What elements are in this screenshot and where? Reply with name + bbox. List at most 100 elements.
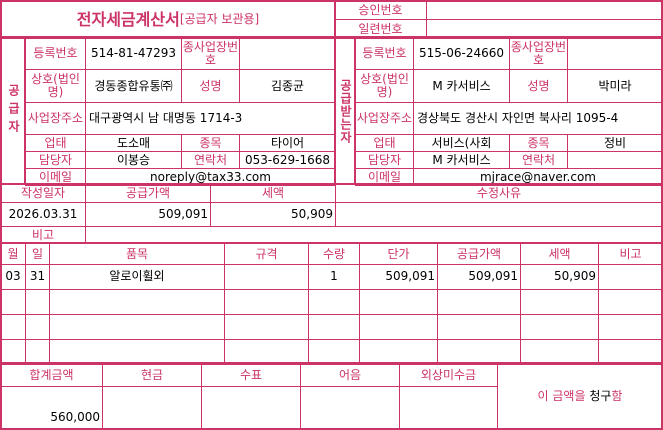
cash-label: 현금: [102, 363, 202, 387]
item-row-2-tax: [520, 314, 599, 340]
item-row-0-supply: 509,091: [437, 264, 521, 290]
claim-message-pre: 이 금액을: [537, 389, 590, 403]
items-header-tax: 세액: [520, 243, 599, 265]
item-row-1-note: [598, 289, 663, 315]
supplier-name: 김종균: [239, 69, 336, 103]
check-label: 수표: [201, 363, 301, 387]
supplier-contact: 이봉승: [85, 151, 182, 169]
supply-amount: 509,091: [85, 202, 211, 227]
supplier-item: 타이어: [239, 134, 336, 152]
reason-label: 수정사유: [335, 183, 663, 203]
receiver-company: M 카서비스: [413, 69, 510, 103]
receiver-biztype: 서비스(사회: [413, 134, 510, 152]
item-row-0-spec: [224, 264, 309, 290]
bill-amount: [300, 386, 400, 430]
receiver-phone-label: 연락처: [509, 151, 568, 169]
item-row-0-unit_price: 509,091: [359, 264, 438, 290]
items-header-supply: 공급가액: [437, 243, 521, 265]
item-row-2-spec: [224, 314, 309, 340]
item-row-0-day: 31: [25, 264, 50, 290]
supplier-section-label: 공급자: [0, 37, 26, 185]
item-row-2-name: [49, 314, 225, 340]
credit-amount: [399, 386, 498, 430]
item-row-1-tax: [520, 289, 599, 315]
supplier-contact-label: 담당자: [25, 151, 86, 169]
item-row-1-month: [0, 289, 26, 315]
item-row-1-spec: [224, 289, 309, 315]
receiver-phone: [567, 151, 663, 169]
supplier-phone-label: 연락처: [181, 151, 240, 169]
divider: [0, 183, 663, 185]
receiver-company-label: 상호(법인명): [355, 69, 414, 103]
receiver-biztype-label: 업태: [355, 134, 414, 152]
items-header-unit_price: 단가: [359, 243, 438, 265]
tax-amount: 50,909: [210, 202, 336, 227]
tax-label: 세액: [210, 183, 336, 203]
approval-label: 승인번호: [334, 0, 427, 20]
title-text: 전자세금계산서: [76, 10, 180, 29]
item-row-1-day: [25, 289, 50, 315]
items-header-note: 비고: [598, 243, 663, 265]
divider: [354, 37, 356, 185]
receiver-name: 박미라: [567, 69, 663, 103]
supplier-biztype-label: 업태: [25, 134, 86, 152]
items-header-qty: 수량: [308, 243, 360, 265]
supplier-biztype: 도소매: [85, 134, 182, 152]
cash-amount: [102, 386, 202, 430]
item-row-0-qty: 1: [308, 264, 360, 290]
item-row-1-qty: [308, 289, 360, 315]
item-row-2-month: [0, 314, 26, 340]
items-header-spec: 규격: [224, 243, 309, 265]
item-row-2-note: [598, 314, 663, 340]
supplier-item-label: 종목: [181, 134, 240, 152]
total-label: 합계금액: [0, 363, 103, 387]
receiver-subbiz-label: 종사업장번호: [509, 37, 568, 70]
reason-value: [335, 202, 663, 227]
supplier-reg-no: 514-81-47293: [85, 37, 182, 70]
divider: [0, 36, 663, 38]
supplier-phone: 053-629-1668: [239, 151, 336, 169]
item-row-0-note: [598, 264, 663, 290]
date-label: 작성일자: [0, 183, 86, 203]
items-header-month: 월: [0, 243, 26, 265]
receiver-contact-label: 담당자: [355, 151, 414, 169]
item-row-0-tax: 50,909: [520, 264, 599, 290]
issue-date: 2026.03.31: [0, 202, 86, 227]
items-header-day: 일: [25, 243, 50, 265]
supplier-company: 경동종합유통㈜: [85, 69, 182, 103]
receiver-item-label: 종목: [509, 134, 568, 152]
supplier-address: 대구광역시 남 대명동 1714-3: [85, 102, 336, 135]
item-row-2-day: [25, 314, 50, 340]
total-amount: 560,000: [0, 386, 103, 430]
item-row-2-unit_price: [359, 314, 438, 340]
subtitle-text: [공급자 보관용]: [179, 12, 260, 26]
receiver-address-label: 사업장주소: [355, 102, 414, 135]
supplier-name-label: 성명: [181, 69, 240, 103]
item-row-2-qty: [308, 314, 360, 340]
claim-message-post: 함: [611, 389, 623, 403]
supply-label: 공급가액: [85, 183, 211, 203]
supplier-section-text: 공급자: [6, 84, 21, 138]
receiver-address: 경상북도 경산시 자인면 북사리 1095-4: [413, 102, 663, 135]
item-row-0-name: 알로이휠외: [49, 264, 225, 290]
supplier-address-label: 사업장주소: [25, 102, 86, 135]
receiver-section-label: 공급받는자: [334, 37, 356, 185]
item-row-1-unit_price: [359, 289, 438, 315]
receiver-item: 정비: [567, 134, 663, 152]
claim-message: 이 금액을 청구 함: [497, 363, 663, 430]
item-row-1-supply: [437, 289, 521, 315]
claim-message-highlight: 청구: [589, 389, 612, 403]
items-header-name: 품목: [49, 243, 225, 265]
divider: [24, 37, 26, 185]
item-row-0-month: 03: [0, 264, 26, 290]
invoice-title: 전자세금계산서 [공급자 보관용]: [0, 0, 336, 39]
item-row-2-supply: [437, 314, 521, 340]
receiver-reg-label: 등록번호: [355, 37, 414, 70]
check-amount: [201, 386, 301, 430]
bill-label: 어음: [300, 363, 400, 387]
credit-label: 외상미수금: [399, 363, 498, 387]
receiver-subbiz: [567, 37, 663, 70]
supplier-reg-label: 등록번호: [25, 37, 86, 70]
receiver-reg-no: 515-06-24660: [413, 37, 510, 70]
